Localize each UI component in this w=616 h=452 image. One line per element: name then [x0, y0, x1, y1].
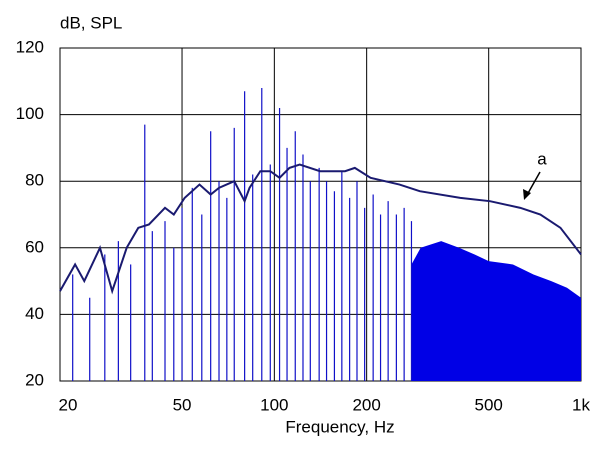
y-tick-label: 120: [16, 37, 44, 56]
spectrum-area: [411, 241, 581, 381]
x-tick-label: 500: [474, 395, 502, 414]
y-tick-label: 100: [16, 104, 44, 123]
x-tick-label: 1k: [572, 395, 590, 414]
y-tick-label: 40: [25, 304, 44, 323]
annotation-arrow: [526, 171, 541, 196]
y-tick-label: 80: [25, 171, 44, 190]
envelope-line: [59, 163, 582, 295]
annotation: a: [537, 149, 547, 168]
y-axis-label: dB, SPL: [60, 13, 122, 32]
plot-frame: [59, 47, 582, 382]
x-tick-label: 20: [59, 395, 78, 414]
y-tick-label: 60: [25, 237, 44, 256]
x-tick-label: 200: [352, 395, 380, 414]
annotation-arrowhead: [523, 189, 531, 200]
x-tick-label: 100: [260, 395, 288, 414]
x-tick-label: 50: [173, 395, 192, 414]
y-tick-label: 20: [25, 370, 44, 389]
x-axis-label: Frequency, Hz: [285, 417, 394, 436]
